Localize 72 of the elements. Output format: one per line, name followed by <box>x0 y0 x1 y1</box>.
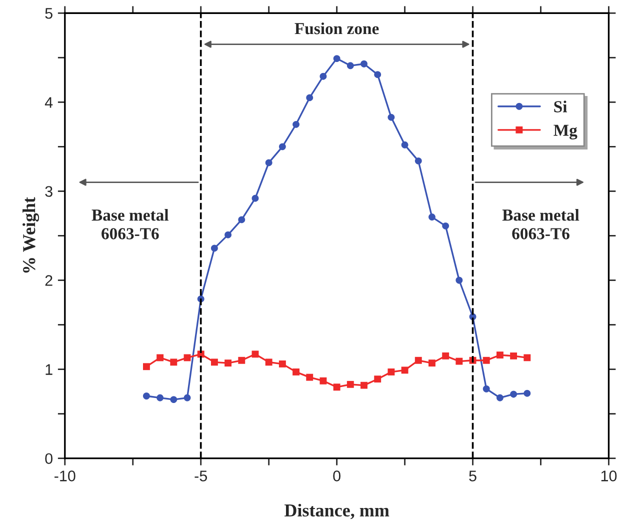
x-tick-label: 0 <box>333 470 340 482</box>
point <box>482 356 490 364</box>
point <box>306 94 314 102</box>
point <box>346 62 354 70</box>
point <box>320 72 327 80</box>
x-tick-label: 10 <box>601 470 617 482</box>
point <box>496 352 504 359</box>
y-tick-label: 3 <box>45 186 52 197</box>
point <box>360 382 368 389</box>
point <box>278 143 286 150</box>
point <box>333 55 340 62</box>
annotation: Base metal 6063-T6 <box>502 209 580 240</box>
point <box>238 356 246 364</box>
x-tick-label: -5 <box>194 470 207 482</box>
point <box>210 244 218 252</box>
x-tick-label: -10 <box>54 470 76 482</box>
point <box>292 120 300 128</box>
y-tick-label: 2 <box>45 275 52 286</box>
y-tick-label: 4 <box>44 97 53 108</box>
point <box>401 366 408 374</box>
point <box>224 360 232 367</box>
point <box>374 376 382 383</box>
point <box>252 350 259 358</box>
point <box>210 358 218 366</box>
point <box>374 71 382 78</box>
point <box>265 159 272 166</box>
point <box>510 390 518 398</box>
y-tick-label: 5 <box>45 8 52 19</box>
y-tick-label: 0 <box>45 453 52 464</box>
point <box>456 276 463 284</box>
point <box>252 194 259 202</box>
point <box>306 374 314 381</box>
point <box>170 358 178 366</box>
point <box>265 358 272 366</box>
point <box>278 360 286 368</box>
point <box>360 60 368 68</box>
x-tick-label: 5 <box>469 470 476 482</box>
point <box>346 380 354 388</box>
point <box>428 360 436 367</box>
point <box>456 358 463 365</box>
point <box>142 363 150 370</box>
point <box>442 222 450 230</box>
point <box>184 354 191 362</box>
point <box>524 390 531 397</box>
legend-label: Mg <box>554 124 578 140</box>
point <box>388 114 395 121</box>
point <box>184 394 191 402</box>
point <box>414 356 422 364</box>
point <box>156 354 164 362</box>
point <box>170 396 178 404</box>
point <box>292 368 300 376</box>
point <box>320 377 327 384</box>
annotation: Fusion zone <box>294 22 379 34</box>
point <box>388 368 395 376</box>
point <box>496 394 504 402</box>
annotation: Base metal 6063-T6 <box>92 209 169 240</box>
x-axis-title: Distance, mm <box>284 504 390 520</box>
y-tick-label: 1 <box>46 364 52 375</box>
point <box>428 214 436 220</box>
point <box>442 352 450 360</box>
legend-label: Si <box>554 100 568 112</box>
point <box>414 157 422 164</box>
point <box>224 231 232 238</box>
point <box>401 141 408 148</box>
point <box>156 394 164 402</box>
point <box>482 385 490 392</box>
point <box>510 352 518 360</box>
point <box>524 354 531 362</box>
point <box>333 384 340 391</box>
y-axis-title: % Weight <box>22 197 40 273</box>
point <box>238 216 246 224</box>
point <box>142 392 150 400</box>
